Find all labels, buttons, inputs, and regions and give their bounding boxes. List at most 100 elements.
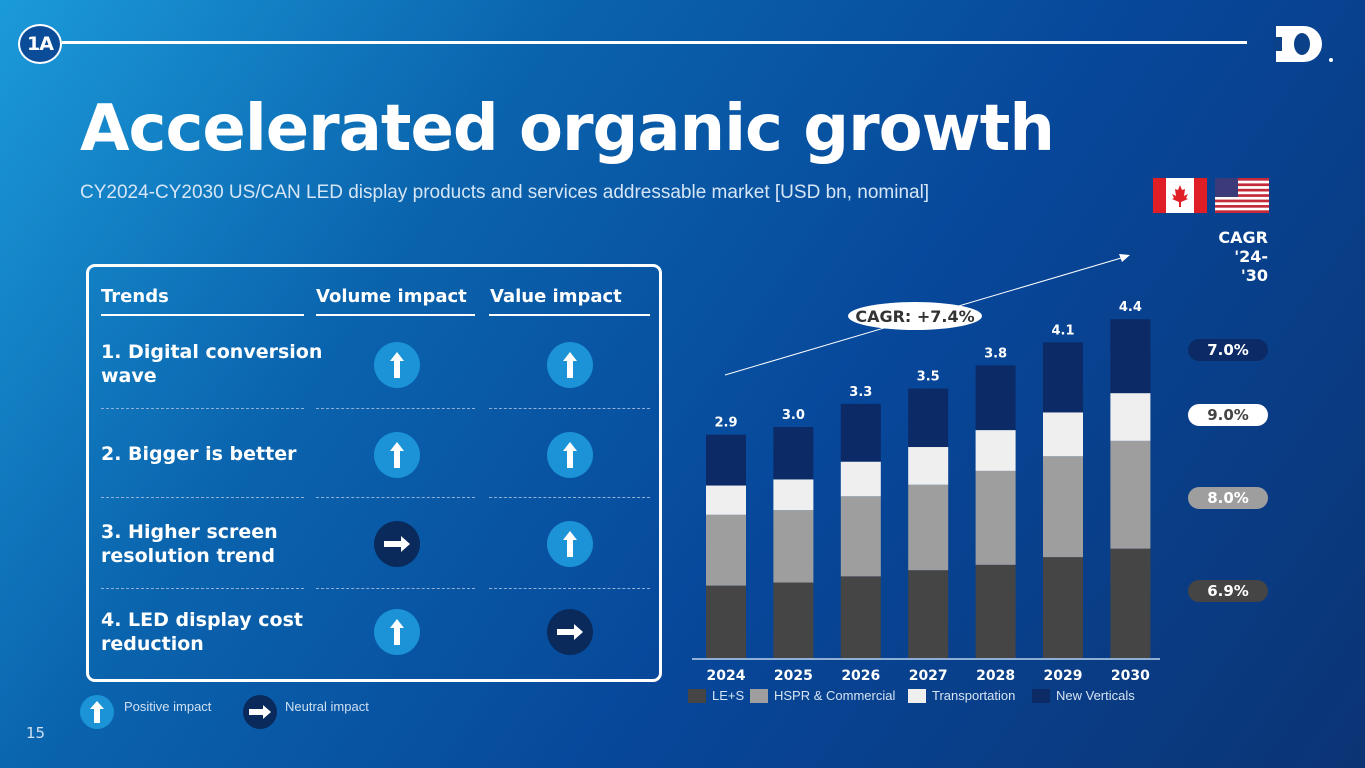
trend-label-line1: 3. Higher screen (101, 521, 278, 543)
positive-impact-volume-icon (374, 342, 420, 388)
x-tick-label: 2030 (1111, 668, 1150, 684)
row-divider (316, 497, 475, 498)
header-underline (101, 314, 304, 316)
cagr-transportation: 9.0% (1188, 404, 1268, 426)
trend-label-line2: reduction (101, 633, 204, 655)
trend-label-line2: resolution trend (101, 545, 275, 567)
legend-label: LE+S (712, 688, 745, 703)
bar-total-label: 3.3 (849, 385, 872, 400)
header-underline (489, 314, 650, 316)
cagr-hspr: 8.0% (1188, 487, 1268, 509)
bar-total-label: 3.5 (917, 370, 940, 385)
legend-label: New Verticals (1056, 688, 1135, 703)
bar-total-label: 3.0 (782, 408, 805, 423)
legend-label: HSPR & Commercial (774, 688, 896, 703)
legend-neutral-label: Neutral impact (285, 699, 369, 714)
positive-impact-value-icon (547, 521, 593, 567)
bar-segment-transportation (908, 447, 949, 485)
trend-label-line2: wave (101, 365, 157, 387)
header-volume-impact: Volume impact (316, 286, 467, 307)
trend-label: 1. Digital conversion wave (101, 340, 322, 388)
canada-flag-icon (1153, 178, 1207, 213)
header-underline (316, 314, 475, 316)
legend-neutral-icon (243, 695, 277, 729)
bar-segment-le-s (975, 564, 1016, 658)
trend-label: 2. Bigger is better (101, 442, 296, 466)
x-tick-label: 2025 (774, 668, 813, 684)
cagr-header-line2: '24-'30 (1234, 247, 1268, 285)
bar-segment-hspr-commercial (908, 484, 949, 571)
section-badge: 1A (18, 24, 62, 64)
bar-segment-hspr-commercial (975, 470, 1016, 565)
cagr-total-label: CAGR: +7.4% (848, 302, 982, 330)
header-divider (62, 41, 1247, 44)
bar-segment-le-s (908, 570, 949, 658)
trend-label-line1: 4. LED display cost (101, 609, 304, 631)
legend-positive-label: Positive impact (124, 699, 212, 714)
bar-segment-transportation (840, 461, 881, 497)
cagr-new-verticals: 7.0% (1188, 339, 1268, 361)
legend-positive-icon (80, 695, 114, 729)
bar-segment-le-s (1110, 548, 1151, 658)
bar-segment-hspr-commercial (1110, 440, 1151, 549)
neutral-impact-value-icon (547, 609, 593, 655)
page-number: 15 (26, 724, 46, 742)
x-tick-label: 2029 (1044, 668, 1083, 684)
usa-flag-icon (1215, 178, 1269, 213)
trend-label: 3. Higher screen resolution trend (101, 520, 278, 568)
cagr-header-line1: CAGR (1218, 228, 1268, 247)
header-trends: Trends (101, 286, 169, 307)
x-tick-label: 2028 (976, 668, 1015, 684)
row-divider (316, 408, 475, 409)
bar-segment-hspr-commercial (773, 510, 814, 583)
legend-les: LE+S (688, 688, 744, 703)
bar-total-label: 3.8 (984, 346, 1007, 361)
bar-segment-le-s (840, 576, 881, 658)
cagr-header: CAGR '24-'30 (1208, 228, 1268, 285)
positive-impact-value-icon (547, 432, 593, 478)
x-tick-label: 2026 (841, 668, 880, 684)
bar-total-label: 2.9 (714, 416, 737, 431)
trends-table (86, 264, 662, 682)
bar-segment-le-s (1043, 557, 1083, 658)
row-divider (101, 497, 304, 498)
bar-segment-transportation (975, 430, 1016, 471)
neutral-impact-volume-icon (374, 521, 420, 567)
page-title: Accelerated organic growth (80, 92, 1055, 166)
positive-impact-volume-icon (374, 609, 420, 655)
trend-label: 4. LED display cost reduction (101, 608, 303, 656)
bar-segment-new-verticals (908, 388, 949, 448)
row-divider (489, 497, 650, 498)
x-tick-label: 2027 (909, 668, 948, 684)
bar-segment-new-verticals (706, 434, 746, 486)
bar-segment-new-verticals (1110, 319, 1151, 394)
legend-transportation: Transportation (908, 688, 1015, 703)
row-divider (101, 588, 304, 589)
bar-total-label: 4.4 (1119, 300, 1142, 315)
bar-segment-transportation (1043, 412, 1083, 457)
trend-label-line1: 2. Bigger is better (101, 443, 297, 465)
bar-segment-transportation (773, 479, 814, 511)
legend-label: Transportation (932, 688, 1016, 703)
legend-swatch (688, 688, 706, 703)
header-value-impact: Value impact (490, 286, 622, 307)
bar-segment-hspr-commercial (706, 514, 746, 586)
bar-total-label: 4.1 (1051, 323, 1074, 338)
positive-impact-volume-icon (374, 432, 420, 478)
positive-impact-value-icon (547, 342, 593, 388)
cagr-arrowhead-icon (1119, 254, 1130, 262)
legend-swatch (750, 688, 768, 703)
legend-swatch (908, 688, 926, 703)
bar-segment-transportation (1110, 393, 1151, 441)
row-divider (316, 588, 475, 589)
bar-segment-new-verticals (773, 427, 814, 480)
row-divider (489, 408, 650, 409)
bar-segment-new-verticals (975, 365, 1016, 431)
legend-new-verticals: New Verticals (1032, 688, 1135, 703)
row-divider (489, 588, 650, 589)
trend-label-line1: 1. Digital conversion (101, 341, 323, 363)
bar-segment-new-verticals (1043, 342, 1083, 413)
page-subtitle: CY2024-CY2030 US/CAN LED display product… (80, 182, 930, 203)
cagr-les: 6.9% (1188, 580, 1268, 602)
